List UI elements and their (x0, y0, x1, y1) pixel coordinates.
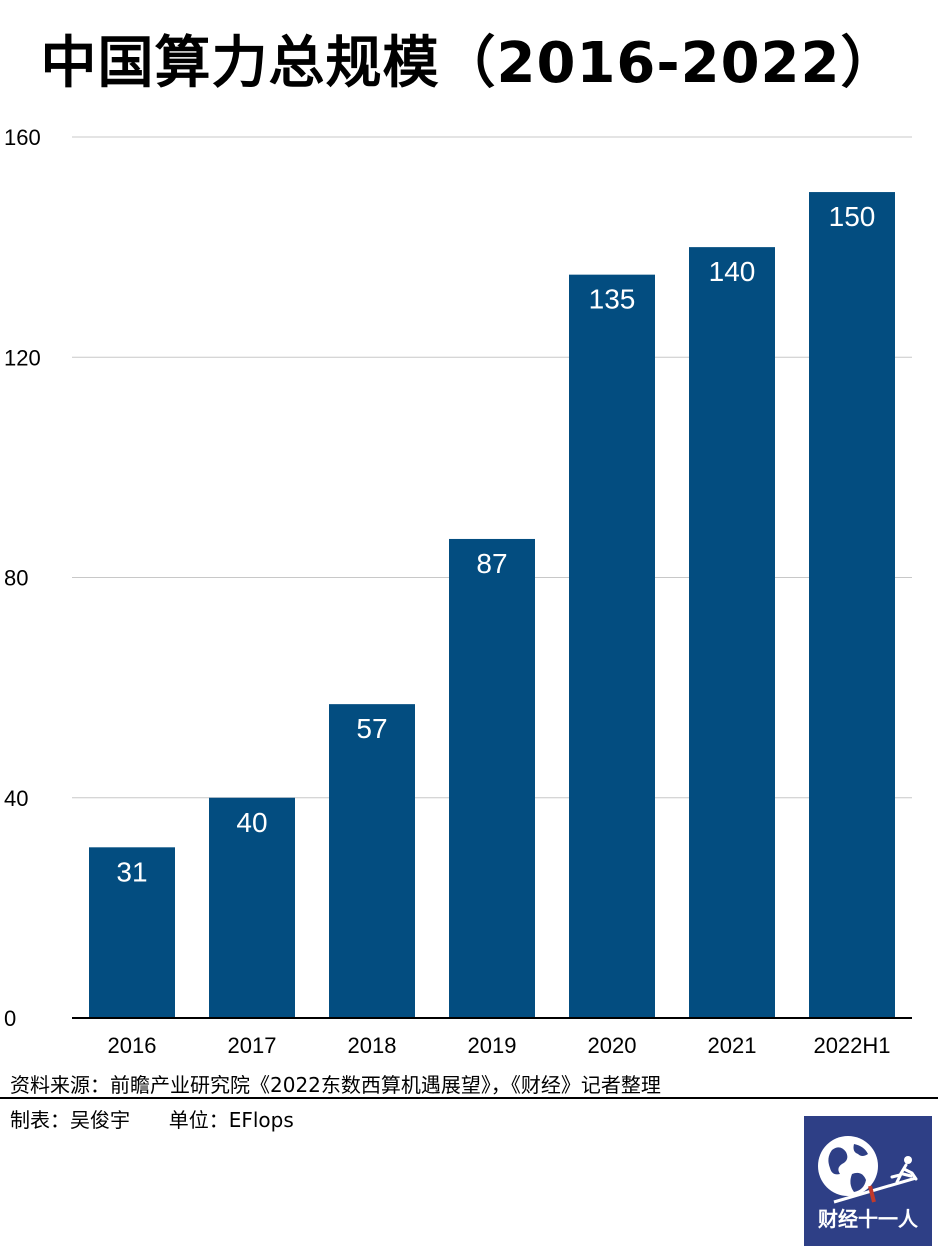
x-axis-ticks: 2016 2017 2018 2019 2020 2021 2022H1 (108, 1033, 891, 1058)
bar (449, 538, 535, 1018)
y-axis-ticks: 0 40 80 120 160 (4, 125, 41, 1031)
bar (809, 192, 895, 1018)
chart-title: 中国算力总规模（2016-2022） (40, 31, 898, 96)
bar-value-label: 150 (829, 201, 876, 232)
y-tick-label: 80 (4, 566, 28, 591)
bar (329, 704, 415, 1018)
bar-value-label: 31 (116, 856, 147, 887)
logo: 财经十一人 (804, 1116, 932, 1246)
maker-note: 制表：吴俊宇 (10, 1108, 130, 1132)
bar-value-label: 135 (589, 284, 636, 315)
bar-value-label: 87 (476, 548, 507, 579)
credit-line: 制表：吴俊宇 单位：EFlops (10, 1104, 294, 1133)
logo-text: 财经十一人 (818, 1207, 918, 1231)
bar (89, 847, 175, 1018)
x-tick-label: 2022H1 (813, 1033, 890, 1058)
bar (569, 274, 655, 1018)
x-tick-label: 2021 (708, 1033, 757, 1058)
bar (209, 797, 295, 1018)
y-tick-label: 40 (4, 786, 28, 811)
bars: 31 40 57 87 135 140 150 (89, 192, 895, 1018)
x-tick-label: 2019 (468, 1033, 517, 1058)
bar-value-label: 140 (709, 256, 756, 287)
bar (689, 247, 775, 1018)
bar-value-label: 57 (356, 713, 387, 744)
x-tick-label: 2020 (588, 1033, 637, 1058)
y-tick-label: 160 (4, 125, 41, 150)
source-note: 资料来源：前瞻产业研究院《2022东数西算机遇展望》，《财经》记者整理 (10, 1073, 661, 1097)
x-tick-label: 2017 (228, 1033, 277, 1058)
y-tick-label: 0 (4, 1006, 16, 1031)
footer-divider (0, 1097, 938, 1099)
globe-runner-icon (818, 1136, 918, 1204)
x-tick-label: 2016 (108, 1033, 157, 1058)
unit-note: 单位：EFlops (168, 1108, 294, 1132)
bar-value-label: 40 (236, 807, 267, 838)
y-tick-label: 120 (4, 345, 41, 370)
x-tick-label: 2018 (348, 1033, 397, 1058)
